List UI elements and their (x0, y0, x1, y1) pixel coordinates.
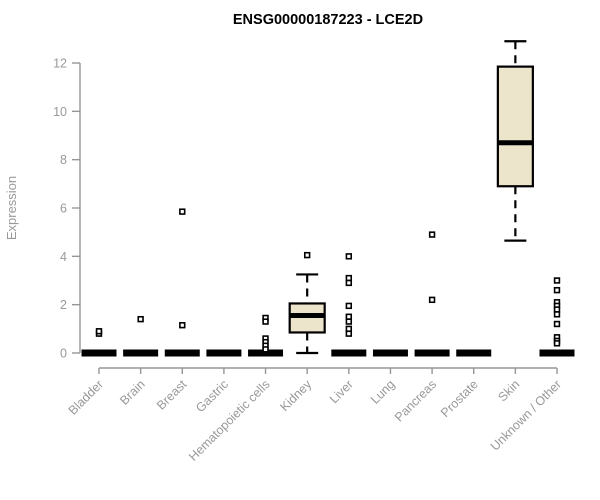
outlier-kidney (303, 251, 311, 259)
box-skin (496, 65, 534, 188)
outlier-brain (137, 315, 144, 323)
outlier-breast (179, 322, 186, 329)
y-tick-label: 4 (60, 250, 67, 264)
zero-bar-breast (164, 349, 200, 357)
x-tick-label-bladder: Bladder (66, 377, 106, 417)
y-tick-label: 8 (60, 153, 67, 167)
chart-title: ENSG00000187223 - LCE2D (233, 12, 423, 28)
outlier-hematopoietic-cells (262, 318, 269, 325)
x-tick-label-gastric: Gastric (193, 377, 231, 415)
x-tick-label-hematopoietic-cells: Hematopoietic cells (186, 377, 273, 464)
y-tick-label: 10 (53, 105, 67, 119)
outlier-liver (345, 330, 353, 337)
x-tick-label-skin: Skin (495, 377, 522, 404)
outlier-hematopoietic-cells (262, 346, 269, 353)
outlier-unknown-other (553, 340, 561, 347)
zero-bar-pancreas (414, 349, 450, 357)
outlier-liver (345, 253, 353, 260)
outlier-liver (345, 318, 353, 325)
zero-bar-liver (331, 349, 367, 357)
x-tick-label-breast: Breast (154, 377, 190, 413)
y-tick-label: 12 (53, 57, 67, 71)
outlier-unknown-other (553, 277, 561, 284)
outlier-unknown-other (553, 320, 561, 328)
outlier-bladder (95, 328, 103, 335)
x-tick-label-pancreas: Pancreas (392, 377, 439, 424)
outlier-liver (345, 302, 353, 310)
outlier-pancreas (428, 231, 436, 238)
zero-bar-unknown-other (539, 349, 575, 357)
outlier-pancreas (428, 296, 436, 304)
outlier-unknown-other (553, 311, 561, 318)
x-tick-label-lung: Lung (368, 377, 398, 407)
y-tick-label: 6 (60, 202, 67, 216)
x-tick-label-liver: Liver (327, 377, 356, 406)
x-tick-label-prostate: Prostate (438, 377, 481, 420)
zero-bar-hematopoietic-cells (248, 349, 284, 357)
outlier-breast (179, 208, 186, 215)
y-axis-label: Expression (4, 176, 19, 240)
zero-bar-lung (372, 349, 408, 357)
outlier-unknown-other (553, 286, 561, 294)
chart-layer: 0 2 4 6 8 10 12 Bladder Brain Breast GastricHemato… (53, 40, 575, 464)
x-tick-label-brain: Brain (117, 377, 148, 408)
zero-bar-gastric (206, 349, 242, 357)
y-tick-label: 2 (60, 298, 67, 312)
zero-bar-brain (123, 349, 159, 357)
y-tick-label: 0 (60, 347, 67, 361)
zero-bar-prostate (456, 349, 492, 357)
zero-bar-bladder (81, 349, 117, 357)
x-tick-label-kidney: Kidney (277, 377, 314, 414)
x-tick-label-unknown-other: Unknown / Other (488, 377, 564, 453)
outlier-liver (345, 279, 353, 287)
